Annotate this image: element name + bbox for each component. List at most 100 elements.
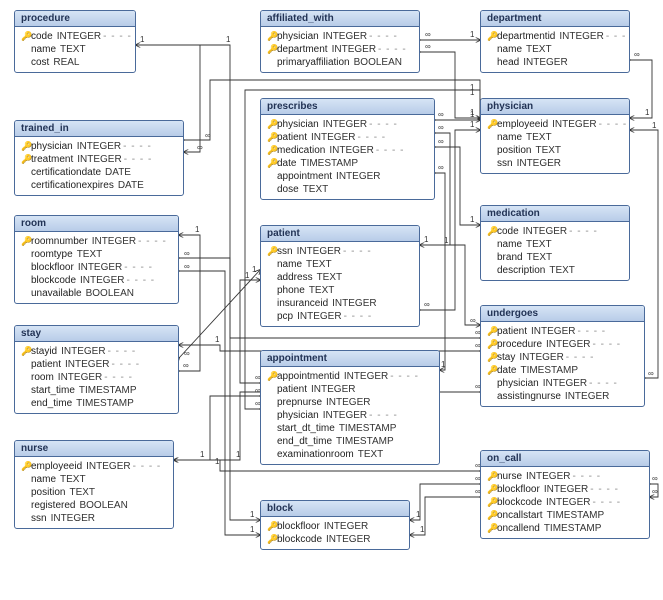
entity-body: 🔑physicianINTEGER- - - -🔑departmentINTEG… (261, 27, 419, 72)
field-unavailable: unavailableBOOLEAN (19, 287, 174, 300)
field-brand: brand TEXT (485, 251, 625, 264)
entity-title: prescribes (261, 99, 434, 115)
field-type: TEXT (317, 271, 343, 284)
svg-text:1: 1 (252, 265, 257, 274)
field-dose: doseTEXT (265, 183, 430, 196)
field-name: start_dt_time (277, 422, 335, 435)
field-type: TIMESTAMP (339, 422, 397, 435)
field-name: brand (497, 251, 523, 264)
field-name: blockcode (497, 496, 542, 509)
fk-dash: - - - - (599, 118, 628, 131)
field-name: registered (31, 499, 75, 512)
field-physician: physicianINTEGER- - - - (265, 409, 435, 422)
field-type: TIMESTAMP (544, 522, 602, 535)
field-head: headINTEGER (485, 56, 625, 69)
key-icon: 🔑 (487, 483, 497, 496)
svg-text:∞: ∞ (438, 137, 444, 146)
field-name: prepnurse (277, 396, 322, 409)
field-type: TEXT (526, 238, 552, 251)
entity-title: physician (481, 99, 629, 115)
field-roomtype: roomtypeTEXT (19, 248, 174, 261)
field-name: physician (31, 140, 73, 153)
field-name: oncallend (497, 522, 540, 535)
field-name: unavailable (31, 287, 82, 300)
svg-text:∞: ∞ (652, 487, 658, 496)
field-name: head (497, 56, 519, 69)
svg-text:1: 1 (652, 121, 657, 130)
field-procedure: 🔑procedureINTEGER- - - - (485, 338, 640, 351)
svg-text:∞: ∞ (184, 262, 190, 271)
field-type: INTEGER (92, 235, 136, 248)
field-type: TIMESTAMP (547, 509, 605, 522)
fk-dash: - - - - (126, 274, 155, 287)
field-type: INTEGER (517, 157, 561, 170)
field-registered: registeredBOOLEAN (19, 499, 169, 512)
field-blockcode: 🔑blockcodeINTEGER (265, 533, 405, 546)
field-certificationexpires: certificationexpiresDATE (19, 179, 179, 192)
field-name: date (497, 364, 516, 377)
fk-dash: - - - - (369, 30, 398, 43)
field-ssn: ssnINTEGER (19, 512, 169, 525)
field-type: TEXT (549, 264, 575, 277)
field-type: INTEGER (326, 533, 370, 546)
field-type: TEXT (527, 251, 553, 264)
field-roomnumber: 🔑roomnumberINTEGER- - - - (19, 235, 174, 248)
svg-text:1: 1 (236, 450, 241, 459)
field-type: INTEGER (531, 325, 575, 338)
key-icon: 🔑 (267, 157, 277, 170)
field-type: INTEGER (332, 297, 376, 310)
entity-physician: physician🔑employeeidINTEGER- - - -nameTE… (480, 98, 630, 174)
key-icon: 🔑 (267, 533, 277, 546)
field-type: INTEGER (523, 225, 567, 238)
field-patient: patientINTEGER (265, 383, 435, 396)
field-type: INTEGER (57, 30, 101, 43)
field-blockfloor: 🔑blockfloorINTEGER- - - - (485, 483, 645, 496)
field-physician: 🔑physicianINTEGER- - - - (265, 30, 415, 43)
field-physician: physicianINTEGER- - - - (485, 377, 640, 390)
key-icon: 🔑 (267, 370, 277, 383)
field-name: departmentid (497, 30, 555, 43)
field-type: TIMESTAMP (520, 364, 578, 377)
svg-text:1: 1 (470, 108, 475, 117)
fk-dash: - - - - (133, 460, 162, 473)
field-type: INTEGER (565, 390, 609, 403)
field-name: name (497, 43, 522, 56)
svg-text:1: 1 (470, 110, 475, 119)
field-name: end_time (31, 397, 72, 410)
field-type: BOOLEAN (354, 56, 402, 69)
entity-undergoes: undergoes🔑patientINTEGER- - - -🔑procedur… (480, 305, 645, 407)
key-icon: 🔑 (487, 522, 497, 535)
field-name: name (277, 258, 302, 271)
field-type: INTEGER (559, 30, 603, 43)
field-name: start_time (31, 384, 75, 397)
field-name: primaryaffiliation (277, 56, 350, 69)
field-name: employeeid (31, 460, 82, 473)
field-employeeid: 🔑employeeidINTEGER- - - - (19, 460, 169, 473)
field-name: physician (277, 30, 319, 43)
field-type: INTEGER (552, 118, 596, 131)
fk-dash: - - - - (369, 409, 398, 422)
key-icon: 🔑 (267, 131, 277, 144)
fk-dash: - - - - (606, 30, 630, 43)
entity-body: 🔑stayidINTEGER- - - -patientINTEGER- - -… (15, 342, 178, 413)
field-patient: 🔑patientINTEGER- - - - (485, 325, 640, 338)
field-name: medication (277, 144, 325, 157)
field-stay: 🔑stayINTEGER- - - - (485, 351, 640, 364)
svg-text:1: 1 (226, 35, 231, 44)
fk-dash: - - - - (589, 377, 618, 390)
field-oncallend: 🔑oncallend TIMESTAMP (485, 522, 645, 535)
entity-title: medication (481, 206, 629, 222)
field-end_time: end_timeTIMESTAMP (19, 397, 174, 410)
field-type: TEXT (526, 131, 552, 144)
key-icon: 🔑 (487, 496, 497, 509)
field-primaryaffiliation: primaryaffiliation BOOLEAN (265, 56, 415, 69)
svg-text:1: 1 (645, 108, 650, 117)
field-type: INTEGER (323, 118, 367, 131)
field-end_dt_time: end_dt_timeTIMESTAMP (265, 435, 435, 448)
key-icon: 🔑 (21, 345, 31, 358)
fk-dash: - - - - (124, 153, 153, 166)
field-type: INTEGER (77, 140, 121, 153)
field-oncallstart: 🔑oncallstartTIMESTAMP (485, 509, 645, 522)
key-icon: 🔑 (21, 153, 31, 166)
field-room: roomINTEGER- - - - (19, 371, 174, 384)
